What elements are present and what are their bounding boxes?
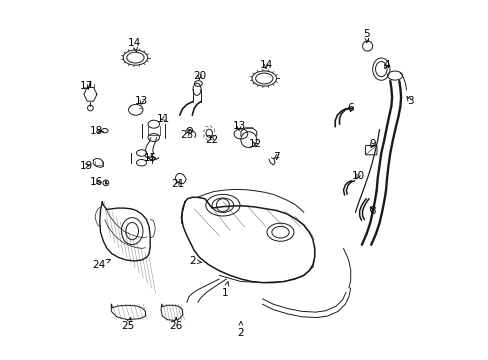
- Text: 22: 22: [205, 135, 218, 145]
- Text: 18: 18: [90, 126, 103, 136]
- Text: 13: 13: [232, 121, 245, 131]
- Text: 12: 12: [248, 139, 262, 149]
- Text: 2: 2: [188, 256, 201, 266]
- Text: 13: 13: [135, 96, 148, 106]
- Text: 2: 2: [237, 321, 244, 338]
- Text: 21: 21: [171, 179, 184, 189]
- Text: 23: 23: [180, 130, 193, 140]
- Text: 10: 10: [350, 171, 364, 181]
- Text: 4: 4: [383, 60, 389, 70]
- Text: 24: 24: [92, 259, 111, 270]
- Text: 6: 6: [346, 103, 353, 113]
- Text: 5: 5: [363, 29, 369, 42]
- Text: 11: 11: [157, 114, 170, 124]
- Text: 3: 3: [406, 96, 412, 106]
- Text: 14: 14: [259, 60, 272, 70]
- Text: 16: 16: [90, 177, 103, 187]
- Text: 9: 9: [368, 139, 375, 149]
- Text: 17: 17: [80, 81, 93, 91]
- Text: 8: 8: [368, 206, 375, 216]
- Text: 15: 15: [144, 153, 157, 163]
- Text: 20: 20: [193, 71, 205, 81]
- Text: 1: 1: [221, 282, 228, 298]
- Text: 14: 14: [128, 38, 141, 51]
- Text: 25: 25: [121, 318, 134, 331]
- Text: 19: 19: [80, 161, 93, 171]
- Text: 26: 26: [169, 318, 183, 331]
- Text: 7: 7: [273, 152, 280, 162]
